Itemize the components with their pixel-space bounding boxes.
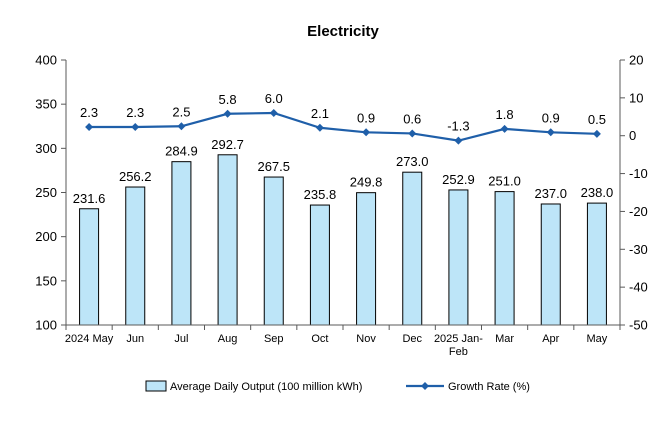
x-tick-label-7: Nov <box>356 333 376 345</box>
growth-label-10: 1.8 <box>496 107 514 122</box>
right-tick-label-6: 0 <box>629 128 636 143</box>
legend-line-label: Growth Rate (%) <box>448 381 530 393</box>
growth-label-5: 6.0 <box>265 91 283 106</box>
bar-1 <box>79 208 100 326</box>
bar-11 <box>540 203 561 326</box>
right-tick-label-8: 20 <box>629 53 643 68</box>
bar-label-1: 231.6 <box>73 191 106 206</box>
bar-9 <box>448 189 469 326</box>
x-tick-label-6: Oct <box>311 333 328 345</box>
growth-point-11 <box>546 128 555 137</box>
growth-point-10 <box>500 124 509 133</box>
x-tick-label-4: Aug <box>218 333 238 345</box>
growth-point-12 <box>592 129 601 138</box>
growth-label-9: -1.3 <box>447 119 469 134</box>
bar-label-7: 249.8 <box>350 175 383 190</box>
x-tick-label-12: May <box>587 333 608 345</box>
growth-label-8: 0.6 <box>403 111 421 126</box>
growth-point-7 <box>362 128 371 137</box>
x-tick-label-10: Mar <box>495 333 514 345</box>
bar-label-3: 284.9 <box>165 144 198 159</box>
bar-2 <box>125 186 146 326</box>
growth-point-3 <box>177 122 186 131</box>
bar-label-4: 292.7 <box>211 137 244 152</box>
left-tick-label-2: 150 <box>35 273 57 288</box>
bar-8 <box>402 171 423 326</box>
growth-point-8 <box>408 129 417 138</box>
bar-4 <box>217 154 238 326</box>
bar-label-11: 237.0 <box>534 186 567 201</box>
x-tick-label-9-line-2: Feb <box>449 346 468 358</box>
right-tick-label-3: -30 <box>629 242 648 257</box>
x-tick-label-11: Apr <box>542 333 559 345</box>
x-tick-label-8: Dec <box>402 333 422 345</box>
growth-label-4: 5.8 <box>219 92 237 107</box>
bar-6 <box>309 204 330 326</box>
growth-label-3: 2.5 <box>172 104 190 119</box>
growth-point-6 <box>315 123 324 132</box>
growth-label-7: 0.9 <box>357 110 375 125</box>
right-tick-label-7: 10 <box>629 90 643 105</box>
bar-5 <box>263 176 284 326</box>
bar-label-8: 273.0 <box>396 154 429 169</box>
growth-label-6: 2.1 <box>311 106 329 121</box>
left-tick-label-4: 250 <box>35 185 57 200</box>
bar-label-9: 252.9 <box>442 172 475 187</box>
bar-label-5: 267.5 <box>257 159 290 174</box>
x-tick-label-2: Jun <box>126 333 144 345</box>
bar-label-12: 238.0 <box>581 185 614 200</box>
left-tick-label-7: 400 <box>35 53 57 68</box>
left-tick-label-5: 300 <box>35 141 57 156</box>
bar-label-10: 251.0 <box>488 174 521 189</box>
growth-label-2: 2.3 <box>126 105 144 120</box>
left-tick-label-3: 200 <box>35 229 57 244</box>
x-tick-label-3: Jul <box>174 333 188 345</box>
growth-label-1: 2.3 <box>80 105 98 120</box>
x-tick-label-5: Sep <box>264 333 284 345</box>
growth-point-4 <box>223 109 232 118</box>
left-tick-label-6: 350 <box>35 97 57 112</box>
bar-7 <box>356 192 377 326</box>
left-tick-label-1: 100 <box>35 318 57 333</box>
right-tick-label-1: -50 <box>629 318 648 333</box>
bar-label-6: 235.8 <box>304 187 337 202</box>
right-tick-label-2: -40 <box>629 280 648 295</box>
x-tick-label-9-line-1: 2025 Jan- <box>434 333 483 345</box>
growth-point-2 <box>131 123 140 132</box>
growth-point-9 <box>454 136 463 145</box>
growth-label-11: 0.9 <box>542 110 560 125</box>
growth-point-5 <box>269 109 278 117</box>
bar-10 <box>494 191 515 326</box>
x-tick-label-1: 2024 May <box>65 333 114 345</box>
growth-point-1 <box>85 123 94 132</box>
chart-title: Electricity <box>307 23 379 40</box>
bar-3 <box>171 161 192 326</box>
right-tick-label-4: -20 <box>629 204 648 219</box>
legend-line-marker <box>421 382 429 390</box>
growth-rate-line <box>89 111 597 142</box>
legend-bar-swatch <box>145 380 167 392</box>
bar-12 <box>586 202 607 326</box>
bar-label-2: 256.2 <box>119 169 152 184</box>
right-tick-label-5: -10 <box>629 166 648 181</box>
legend-bar-label: Average Daily Output (100 million kWh) <box>170 381 362 393</box>
growth-label-12: 0.5 <box>588 112 606 127</box>
